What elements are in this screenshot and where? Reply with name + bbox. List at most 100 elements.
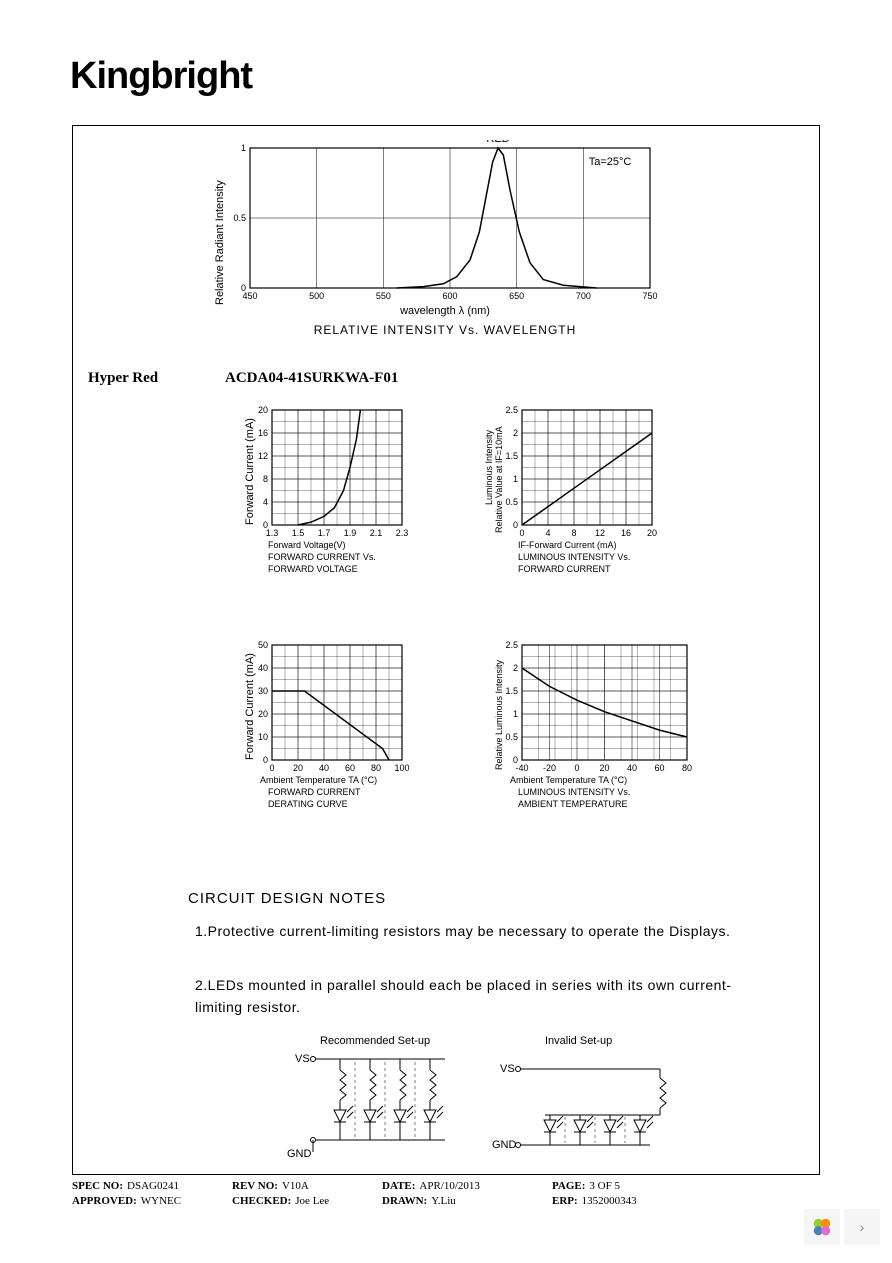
svg-text:60: 60 — [345, 763, 355, 773]
chart-top-ylabel: Relative Radiant Intensity — [214, 180, 226, 305]
svg-text:550: 550 — [376, 291, 391, 301]
color-label: Hyper Red — [88, 370, 158, 387]
svg-text:2.1: 2.1 — [370, 528, 383, 538]
chart-derating-xlabel: Ambient Temperature TA (°C) — [260, 775, 410, 785]
chart-relative-intensity: Relative Radiant Intensity 4505005506006… — [220, 140, 670, 337]
chart-fv-xlabel: Forward Voltage(V) — [268, 540, 410, 550]
notes-heading: CIRCUIT DESIGN NOTES — [188, 890, 386, 907]
chart-derating-caption2: DERATING CURVE — [268, 799, 410, 809]
svg-text:0: 0 — [263, 755, 268, 765]
svg-text:500: 500 — [309, 291, 324, 301]
svg-text:20: 20 — [293, 763, 303, 773]
svg-text:1.9: 1.9 — [344, 528, 357, 538]
svg-text:20: 20 — [258, 709, 268, 719]
chart-li-xlabel: IF-Forward Current (mA) — [518, 540, 660, 550]
chart-li-ylabel2: Relative Value at IF=10mA — [494, 426, 504, 533]
svg-text:40: 40 — [319, 763, 329, 773]
invalid-setup-diagram: VS GND — [490, 1050, 685, 1165]
chart-fv-caption1: FORWARD CURRENT Vs. — [268, 552, 410, 562]
svg-text:0.5: 0.5 — [505, 497, 518, 507]
chart-derating-ylabel: Forward Current (mA) — [244, 653, 256, 760]
chart-li-ylabel1: Luminous Intensity — [484, 430, 494, 505]
chart-temp-xlabel: Ambient Temperature TA (°C) — [510, 775, 695, 785]
svg-text:80: 80 — [371, 763, 381, 773]
spec-no-lbl: SPEC NO: — [72, 1180, 123, 1192]
svg-text:50: 50 — [258, 640, 268, 650]
approved-val: WYNEC — [141, 1195, 181, 1207]
chart-forward-voltage: Forward Current (mA) 1.31.51.71.92.12.30… — [250, 405, 410, 574]
page-val: 3 OF 5 — [589, 1180, 620, 1192]
svg-text:VS: VS — [295, 1053, 310, 1065]
svg-text:20: 20 — [599, 763, 609, 773]
svg-text:60: 60 — [654, 763, 664, 773]
drawn-val: Y.Liu — [431, 1195, 456, 1207]
note-2: 2.LEDs mounted in parallel should each b… — [195, 974, 735, 1019]
svg-text:0.5: 0.5 — [233, 213, 246, 223]
svg-text:0: 0 — [263, 520, 268, 530]
chart-derating: Forward Current (mA) 0204060801000102030… — [250, 640, 410, 809]
part-number: ACDA04-41SURKWA-F01 — [225, 370, 398, 387]
svg-text:1: 1 — [241, 143, 246, 153]
svg-text:0: 0 — [269, 763, 274, 773]
chart-temp-caption2: AMBIENT TEMPERATURE — [518, 799, 695, 809]
drawn-lbl: DRAWN: — [382, 1195, 427, 1207]
svg-text:0: 0 — [241, 283, 246, 293]
svg-text:1: 1 — [513, 709, 518, 719]
page-lbl: PAGE: — [552, 1180, 585, 1192]
erp-lbl: ERP: — [552, 1195, 578, 1207]
chart-li-caption1: LUMINOUS INTENSITY Vs. — [518, 552, 660, 562]
chart-derating-caption1: FORWARD CURRENT — [268, 787, 410, 797]
date-lbl: DATE: — [382, 1180, 415, 1192]
chart-top-caption: RELATIVE INTENSITY Vs. WAVELENGTH — [220, 323, 670, 337]
svg-text:2.5: 2.5 — [505, 640, 518, 650]
nav-next-icon[interactable]: › — [844, 1209, 880, 1245]
svg-text:20: 20 — [647, 528, 657, 538]
invalid-setup-label: Invalid Set-up — [545, 1035, 612, 1047]
svg-text:RED: RED — [486, 140, 509, 145]
svg-text:10: 10 — [258, 732, 268, 742]
nav-home-icon[interactable] — [804, 1209, 840, 1245]
footer: SPEC NO:DSAG0241 REV NO:V10A DATE:APR/10… — [72, 1180, 820, 1210]
chart-li-caption2: FORWARD CURRENT — [518, 564, 660, 574]
svg-text:2.5: 2.5 — [505, 405, 518, 415]
chart-fv-ylabel: Forward Current (mA) — [244, 418, 256, 525]
svg-text:-20: -20 — [543, 763, 556, 773]
svg-text:1.5: 1.5 — [505, 686, 518, 696]
svg-text:GND: GND — [492, 1139, 517, 1151]
chart-temp-caption1: LUMINOUS INTENSITY Vs. — [518, 787, 695, 797]
svg-text:2.3: 2.3 — [396, 528, 409, 538]
svg-text:0: 0 — [513, 520, 518, 530]
svg-text:8: 8 — [571, 528, 576, 538]
note-1: 1.Protective current-limiting resistors … — [195, 920, 735, 942]
svg-text:0: 0 — [513, 755, 518, 765]
svg-text:1.7: 1.7 — [318, 528, 331, 538]
svg-text:2: 2 — [513, 428, 518, 438]
svg-text:Ta=25°C: Ta=25°C — [589, 156, 632, 168]
svg-text:12: 12 — [595, 528, 605, 538]
approved-lbl: APPROVED: — [72, 1195, 137, 1207]
svg-text:2: 2 — [513, 663, 518, 673]
svg-text:VS: VS — [500, 1063, 515, 1075]
recommended-setup-label: Recommended Set-up — [320, 1035, 430, 1047]
svg-text:100: 100 — [394, 763, 409, 773]
svg-text:40: 40 — [258, 663, 268, 673]
rev-no-lbl: REV NO: — [232, 1180, 278, 1192]
recommended-setup-diagram: VS GND — [285, 1050, 460, 1165]
date-val: APR/10/2013 — [419, 1180, 480, 1192]
svg-text:650: 650 — [509, 291, 524, 301]
svg-text:1.5: 1.5 — [505, 451, 518, 461]
svg-text:12: 12 — [258, 451, 268, 461]
svg-text:40: 40 — [627, 763, 637, 773]
svg-text:30: 30 — [258, 686, 268, 696]
svg-text:750: 750 — [642, 291, 657, 301]
brand-logo: Kingbright — [70, 55, 252, 98]
chart-top-xlabel: wavelength λ (nm) — [220, 305, 670, 317]
svg-text:GND: GND — [287, 1148, 312, 1160]
svg-text:20: 20 — [258, 405, 268, 415]
svg-text:80: 80 — [682, 763, 692, 773]
svg-text:16: 16 — [258, 428, 268, 438]
svg-text:0: 0 — [519, 528, 524, 538]
svg-text:0.5: 0.5 — [505, 732, 518, 742]
chart-fv-caption2: FORWARD VOLTAGE — [268, 564, 410, 574]
svg-text:4: 4 — [263, 497, 268, 507]
